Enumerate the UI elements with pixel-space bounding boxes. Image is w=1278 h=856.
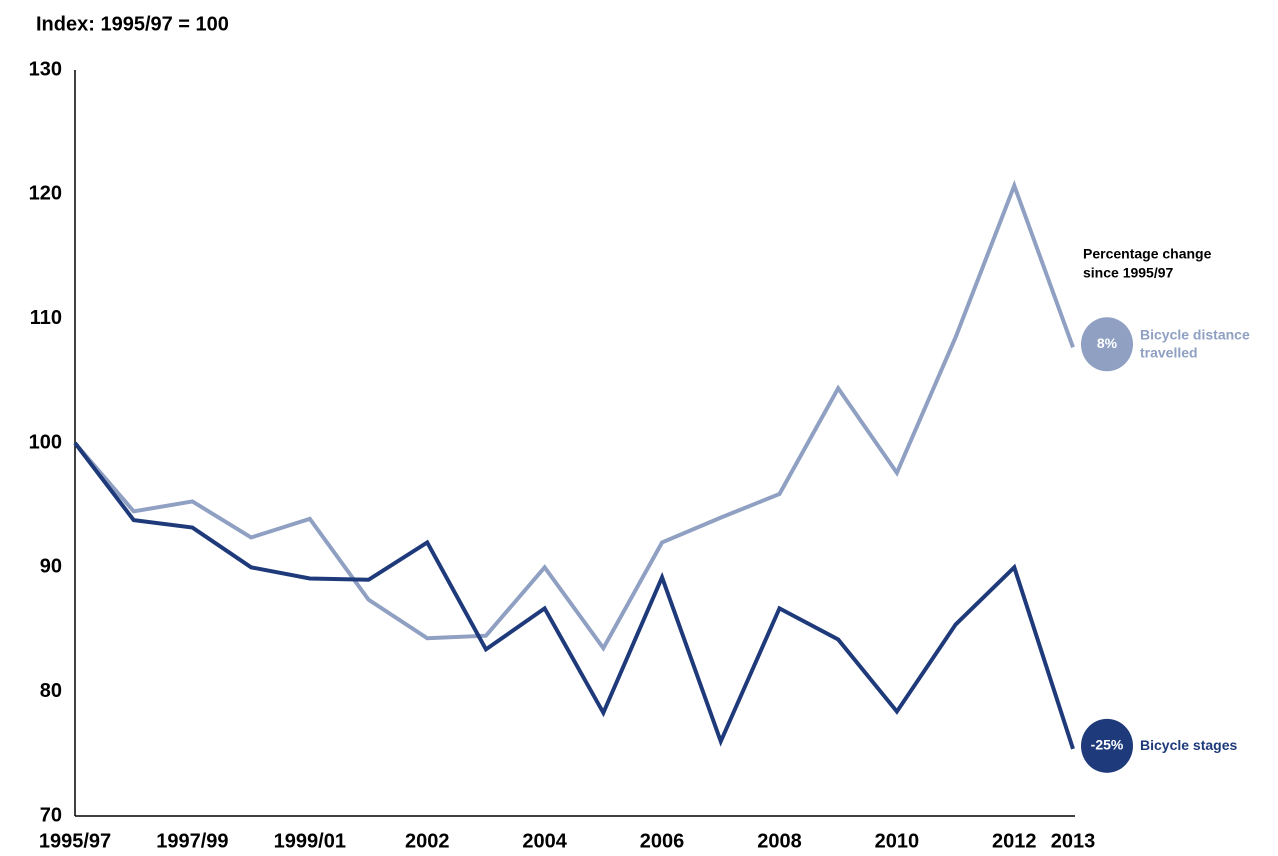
y-tick-label: 100 <box>29 431 62 453</box>
y-tick-label: 90 <box>40 556 62 578</box>
change-label: -25% <box>1091 737 1124 753</box>
legend-label: Bicycle stages <box>1140 737 1237 753</box>
y-tick-label: 80 <box>40 680 62 702</box>
x-tick-label: 2010 <box>875 830 920 852</box>
change-label: 8% <box>1097 335 1118 351</box>
x-tick-label: 1999/01 <box>274 830 346 852</box>
x-tick-label: 2006 <box>640 830 685 852</box>
annotation: Percentage change <box>1083 246 1212 262</box>
y-tick-label: 130 <box>29 58 62 80</box>
x-tick-label: 2002 <box>405 830 450 852</box>
x-tick-label: 2008 <box>757 830 802 852</box>
legend-label: Bicycle distance travelled <box>1140 326 1250 360</box>
annotation: since 1995/97 <box>1083 265 1174 281</box>
legend-bubble <box>1081 718 1133 773</box>
x-tick-label: 2012 <box>992 830 1037 852</box>
y-axis-label: Index: 1995/97 = 100 <box>36 13 229 35</box>
series-line <box>73 441 1075 750</box>
x-tick-label: 2013 <box>1051 830 1096 852</box>
series-line <box>73 179 1075 652</box>
legend-bubble <box>1081 317 1133 372</box>
y-tick-label: 110 <box>30 307 62 329</box>
y-tick-label: 70 <box>40 804 62 826</box>
x-tick-label: 1997/99 <box>156 830 228 852</box>
x-tick-label: 1995/97 <box>39 830 111 852</box>
y-tick-label: 120 <box>29 183 62 205</box>
x-tick-label: 2004 <box>522 830 567 852</box>
